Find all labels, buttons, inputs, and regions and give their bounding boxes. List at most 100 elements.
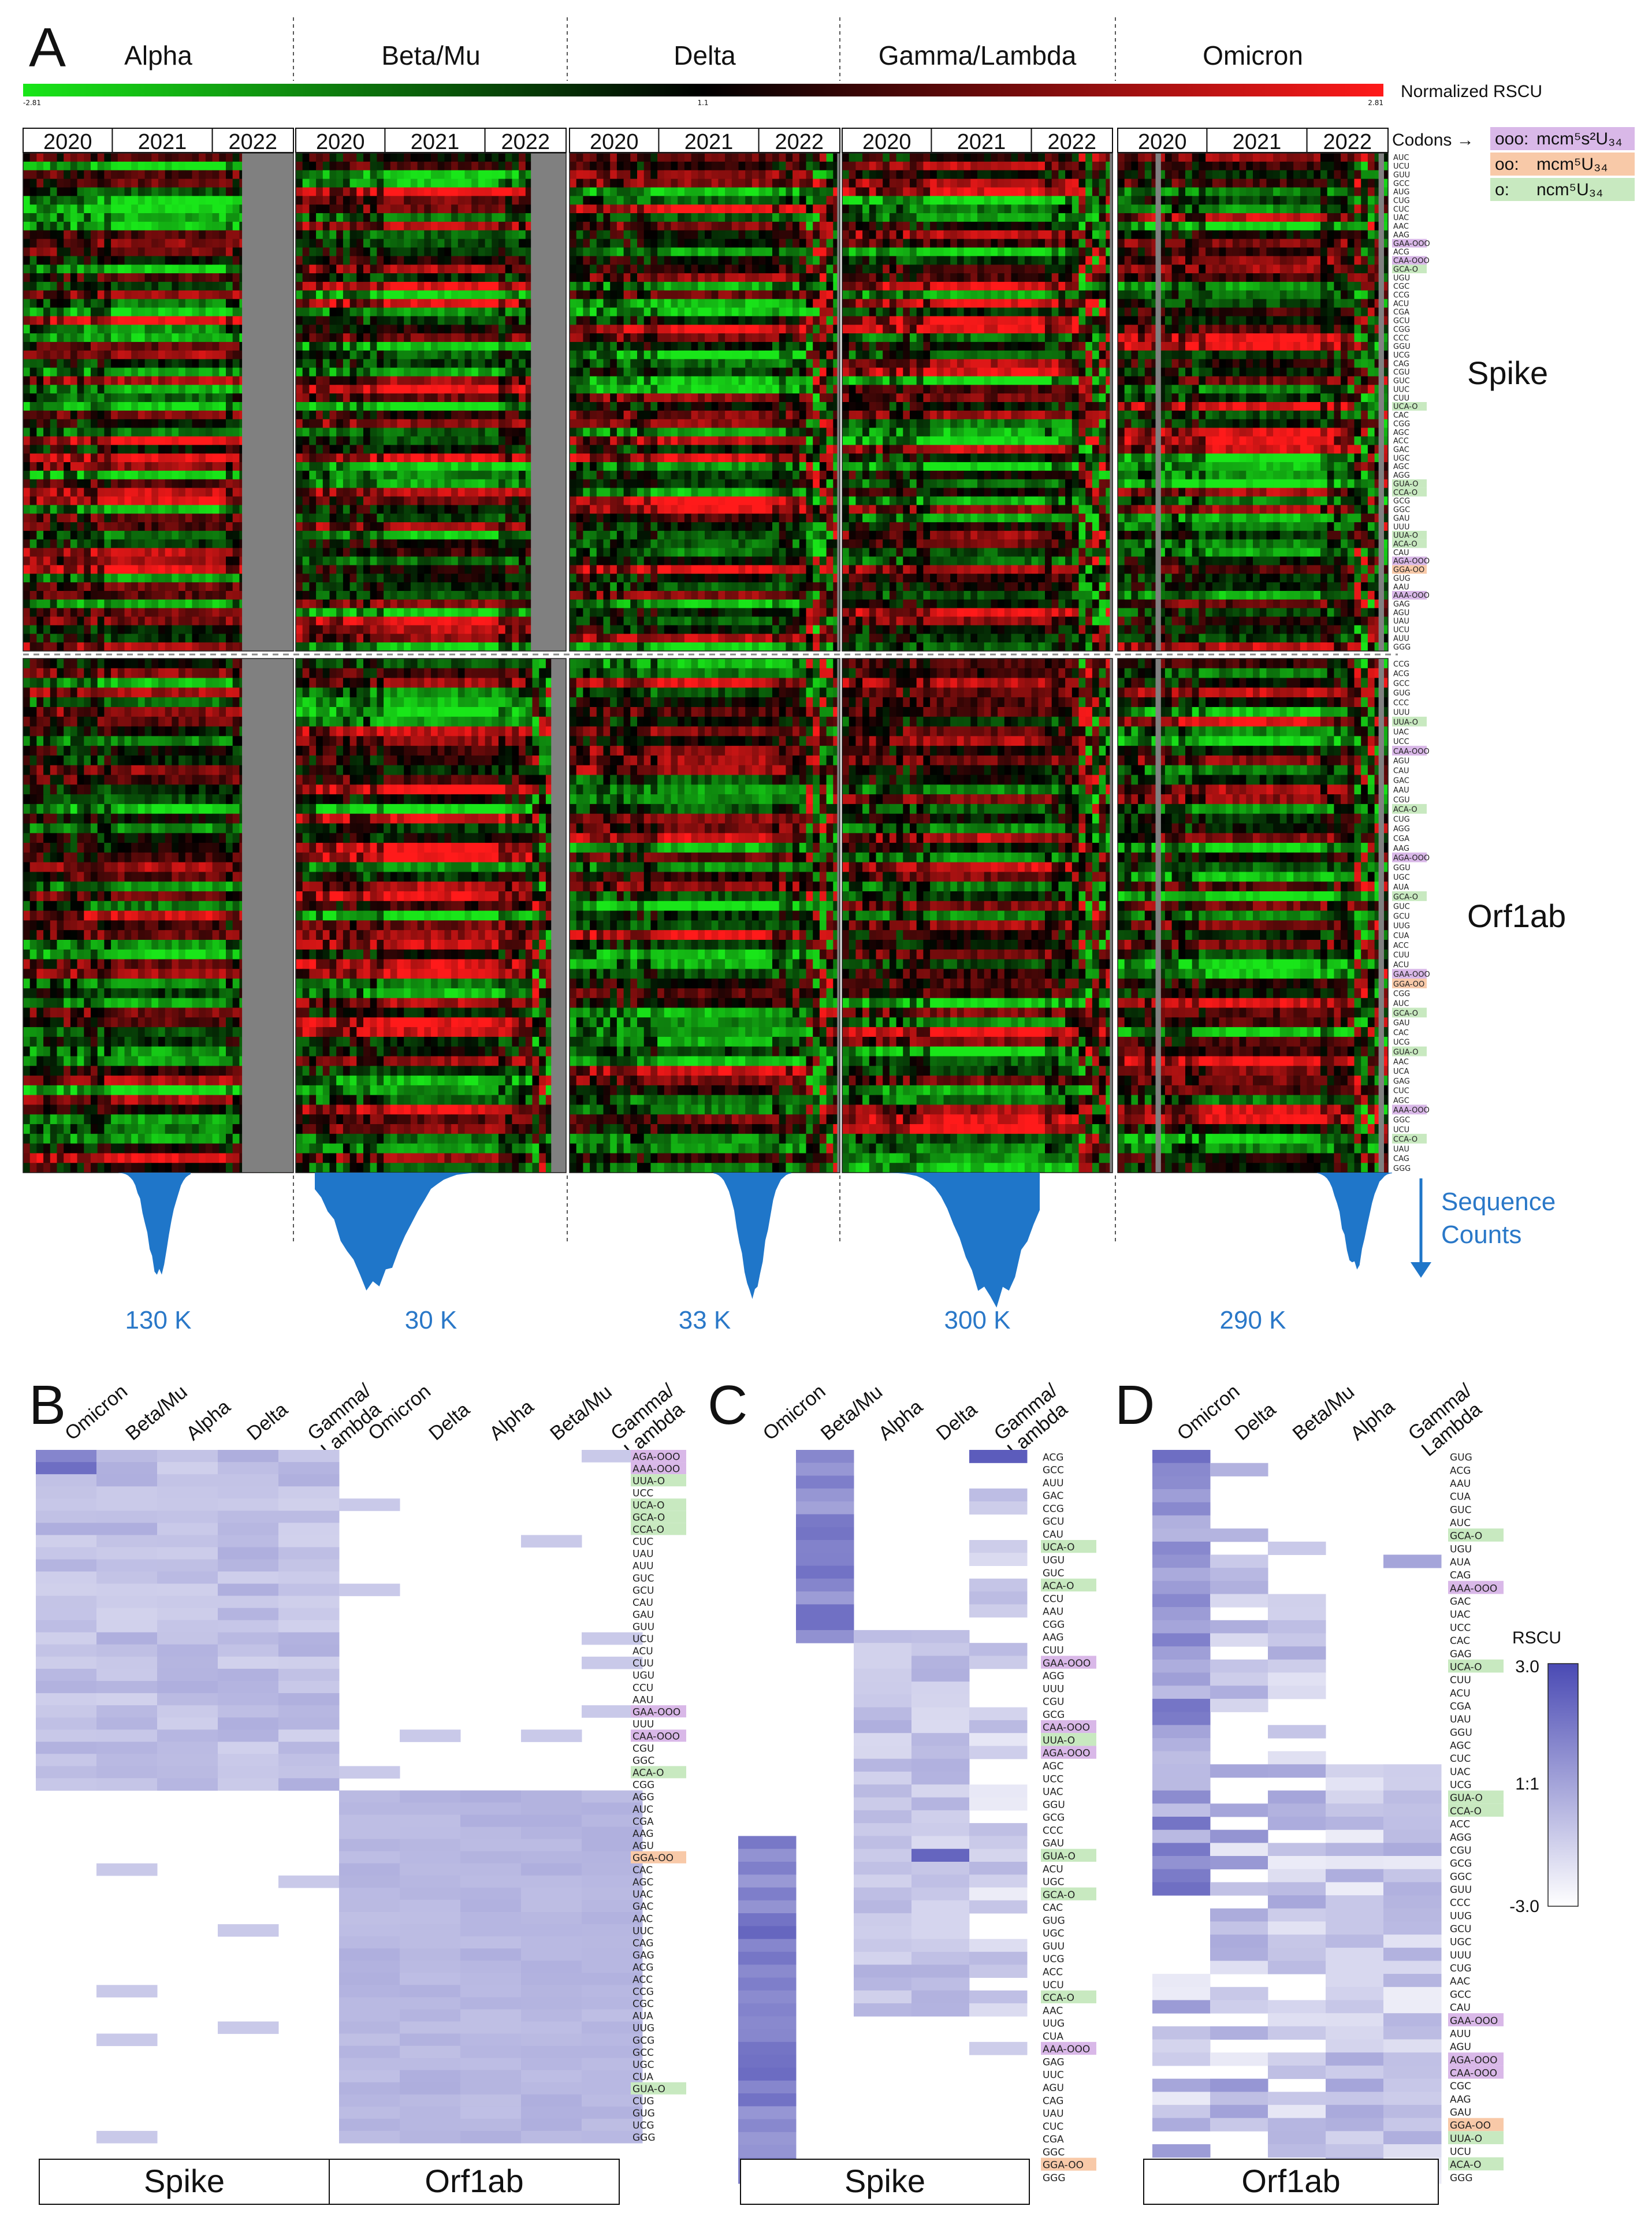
heat-cell [410,170,418,180]
heat-cell [457,530,466,540]
heat-cell [410,479,418,489]
heat-cell [343,642,351,652]
heat-cell [711,170,719,180]
heat-cell [603,187,611,196]
heat-cell [457,445,466,454]
heat-cell [336,367,344,377]
heat-cell [492,642,499,652]
heat-cell [779,170,786,180]
heat-cell [370,359,377,369]
heat-cell [124,376,132,385]
heat-cell [343,213,351,222]
heat-cell [451,445,459,454]
heat-cell [349,256,357,265]
heat-cell [437,402,445,411]
heat-cell [583,204,590,214]
heat-cell [377,213,384,222]
heat-cell [410,625,418,634]
heat-cell [437,281,445,291]
heat-cell [329,514,337,523]
heat-cell [212,256,219,265]
heat-cell [64,213,71,222]
heat-cell [336,470,344,480]
heat-cell [192,281,199,291]
heat-cell [464,256,472,265]
heat-cell [165,445,172,454]
heat-cell [144,427,152,437]
heat-cell [192,299,199,308]
heat-cell [390,616,398,626]
heat-cell [444,419,452,429]
heat-cell [232,590,240,600]
heat-cell [417,530,425,540]
heat-cell [226,333,233,343]
heat-cell [117,427,125,437]
heat-cell [144,221,152,231]
year-label: 2020 [43,130,92,154]
heat-cell [363,204,371,214]
heat-cell [349,642,357,652]
heat-cell [212,187,219,196]
heat-cell [144,178,152,188]
heat-cell [329,445,337,454]
heat-cell [97,196,105,205]
heat-cell [424,565,431,574]
heat-cell [322,178,330,188]
heat-cell [131,281,139,291]
heat-cell [219,281,226,291]
heat-cell [397,488,404,497]
heat-cell [296,462,303,471]
heat-cell [349,385,357,394]
heat-cell [349,419,357,429]
heat-cell [349,436,357,445]
heat-cell [212,453,219,463]
heat-cell [199,565,206,574]
heat-cell [424,350,431,360]
heat-cell [431,265,438,274]
heat-cell [172,565,179,574]
heat-cell [43,453,51,463]
heat-cell [104,247,111,256]
heat-cell [512,187,519,196]
heat-cell [424,470,431,480]
heat-cell [444,608,452,618]
heat-cell [64,505,71,514]
heat-cell [43,445,51,454]
heat-cell [205,514,213,523]
heat-cell [444,548,452,557]
heat-cell [505,341,512,351]
heat-cell [296,402,303,411]
heat-cell [23,582,31,592]
heat-cell [232,281,240,291]
heat-cell [417,367,425,377]
heat-cell [329,436,337,445]
heat-cell [444,256,452,265]
heat-cell [485,359,492,369]
heat-cell [151,170,159,180]
heat-cell [431,445,438,454]
heat-cell [172,239,179,248]
heat-cell [404,642,411,652]
heat-cell [384,161,391,171]
heat-cell [84,230,91,240]
heat-cell [322,341,330,351]
heat-cell [471,582,479,592]
heat-cell [43,230,51,240]
heat-cell [356,402,364,411]
heat-cell [779,196,786,205]
heat-cell [384,462,391,471]
heat-cell [84,153,91,162]
heat-cell [205,359,213,369]
heat-cell [309,325,317,334]
heat-cell [91,599,98,609]
heat-cell [192,359,199,369]
heat-cell [498,427,506,437]
heat-cell [117,393,125,403]
heat-cell [296,539,303,549]
heat-cell [77,161,84,171]
heat-cell [322,616,330,626]
heat-cell [205,453,213,463]
heat-cell [492,376,499,385]
heat-cell [464,273,472,282]
heat-cell [178,367,186,377]
